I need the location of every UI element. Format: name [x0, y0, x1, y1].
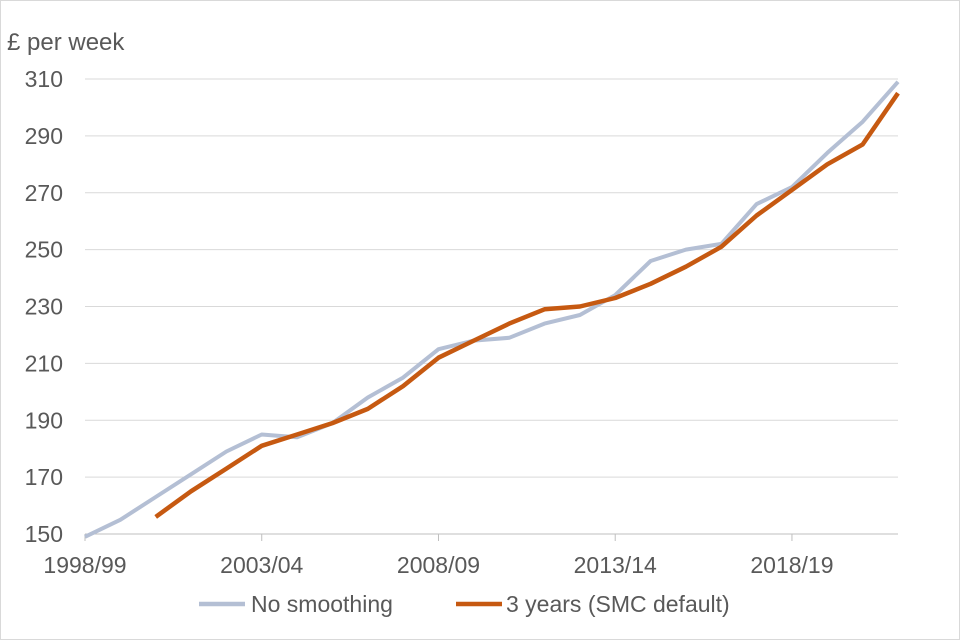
y-tick-label: 170 — [25, 464, 63, 490]
y-tick-label: 250 — [25, 237, 63, 263]
series-line-no-smoothing — [84, 80, 900, 539]
y-tick-label: 190 — [25, 407, 63, 433]
legend-label: 3 years (SMC default) — [506, 591, 730, 617]
series-line-3-years — [154, 91, 900, 519]
x-tick-label: 2003/04 — [220, 552, 303, 578]
x-tick-label: 1998/99 — [43, 552, 126, 578]
gridlines — [84, 78, 898, 541]
x-tick-label: 2013/14 — [574, 552, 657, 578]
y-tick-labels: 150 170 190 210 230 250 270 290 310 — [25, 66, 63, 547]
y-tick-label: 290 — [25, 123, 63, 149]
y-tick-label: 210 — [25, 350, 63, 376]
legend: No smoothing 3 years (SMC default) — [199, 591, 730, 617]
x-tick-label: 2018/19 — [750, 552, 833, 578]
y-axis-label: £ per week — [7, 29, 125, 56]
y-tick-label: 270 — [25, 180, 63, 206]
legend-label: No smoothing — [251, 591, 393, 617]
x-tick-label: 2008/09 — [397, 552, 480, 578]
series-lines — [84, 80, 900, 539]
y-tick-label: 230 — [25, 294, 63, 320]
y-tick-label: 150 — [25, 521, 63, 547]
y-tick-label: 310 — [25, 66, 63, 92]
x-tick-labels: 1998/99 2003/04 2008/09 2013/14 2018/19 — [43, 552, 833, 578]
